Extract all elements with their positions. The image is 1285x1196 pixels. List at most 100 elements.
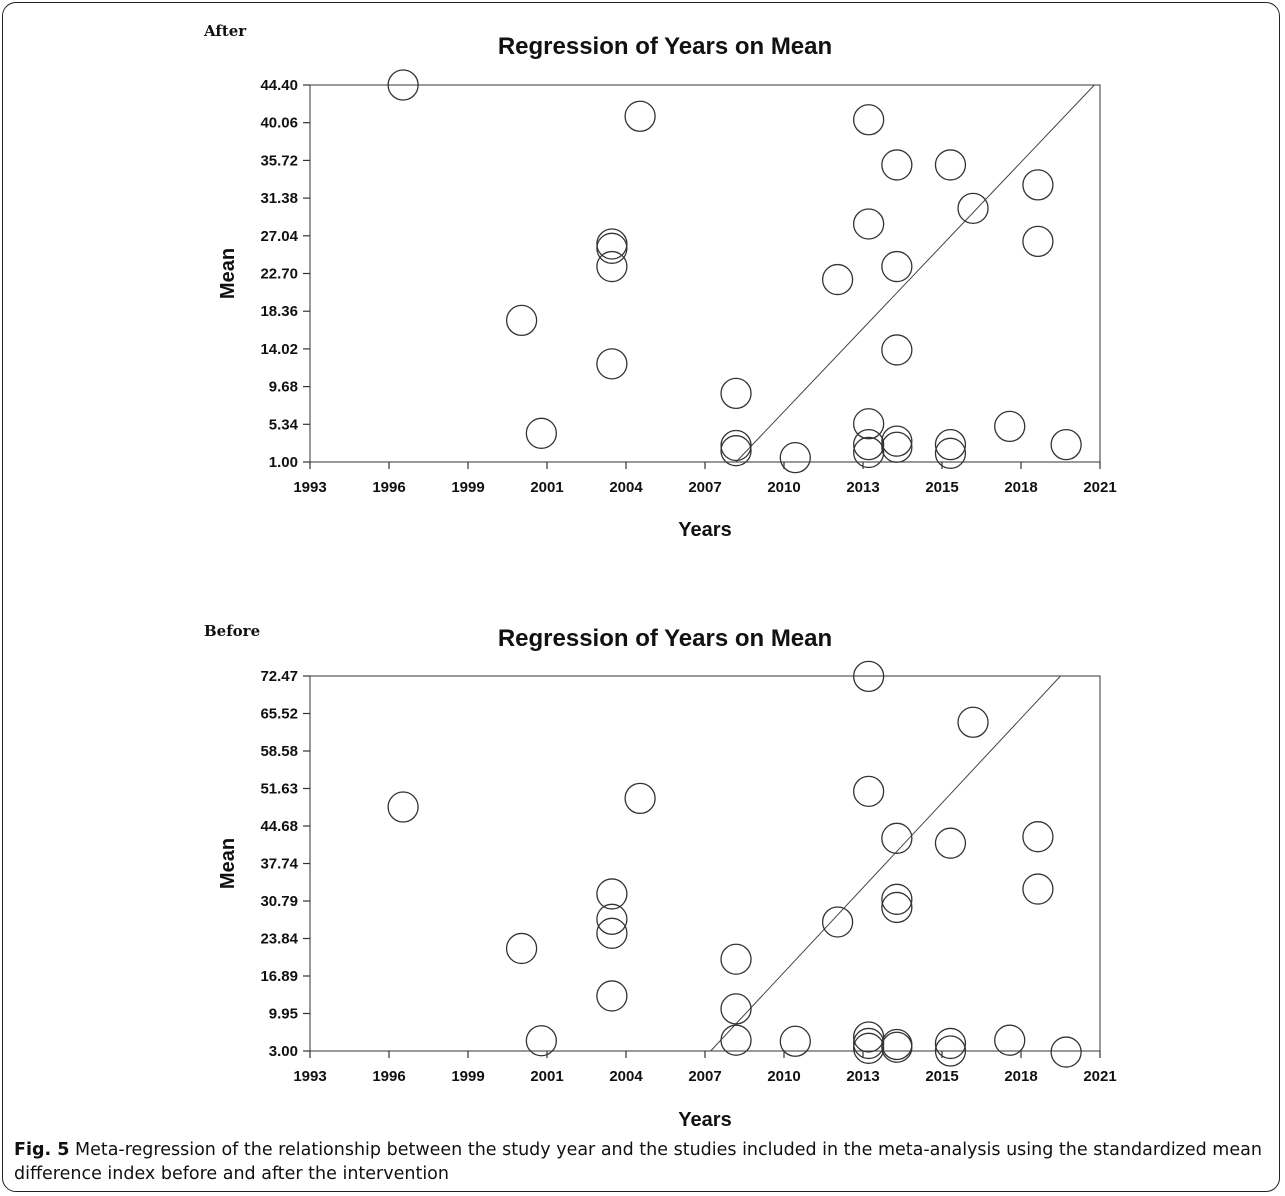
data-point xyxy=(596,250,628,283)
x-tick-label: 1996 xyxy=(372,1068,405,1085)
data-point xyxy=(1022,873,1054,905)
x-tick-label: 2007 xyxy=(688,479,721,496)
data-point xyxy=(720,429,752,462)
data-point xyxy=(596,348,628,380)
data-point xyxy=(624,782,656,815)
data-point xyxy=(525,417,558,449)
data-point xyxy=(852,408,885,440)
data-point xyxy=(994,1024,1026,1056)
y-tick-label: 27.04 xyxy=(260,228,298,245)
x-tick-label: 2021 xyxy=(1083,1068,1116,1085)
data-point xyxy=(852,436,885,469)
data-point xyxy=(934,827,967,859)
x-tick-label: 2001 xyxy=(530,1068,563,1085)
regression-line xyxy=(710,675,1061,1052)
data-point xyxy=(852,660,885,693)
y-tick-label: 16.89 xyxy=(260,968,298,985)
data-point xyxy=(881,891,913,924)
chart-title: Regression of Years on Mean xyxy=(498,625,832,652)
x-tick-label: 2018 xyxy=(1004,1068,1037,1085)
data-point xyxy=(720,993,752,1025)
y-axis-label: Mean xyxy=(217,248,239,299)
y-tick-label: 44.40 xyxy=(260,77,298,94)
x-tick-label: 2001 xyxy=(530,479,563,496)
data-point xyxy=(881,822,913,854)
regression-line xyxy=(735,84,1095,463)
data-point xyxy=(779,1025,811,1057)
x-tick-label: 2004 xyxy=(609,479,643,496)
data-point xyxy=(387,791,419,823)
y-tick-label: 35.72 xyxy=(260,152,298,169)
data-point xyxy=(1050,1036,1082,1068)
y-tick-label: 5.34 xyxy=(269,416,299,433)
data-point xyxy=(881,250,913,283)
caption-label: Fig. 5 xyxy=(14,1140,70,1160)
y-tick-label: 9.68 xyxy=(269,379,298,396)
data-point xyxy=(852,1027,885,1060)
chart-title: Regression of Years on Mean xyxy=(498,33,832,60)
data-point xyxy=(934,149,967,181)
y-tick-label: 1.00 xyxy=(269,454,298,471)
y-tick-label: 30.79 xyxy=(260,893,298,910)
y-tick-label: 72.47 xyxy=(260,668,298,685)
x-tick-label: 1999 xyxy=(451,479,484,496)
data-point xyxy=(957,706,989,738)
data-point xyxy=(934,1027,967,1060)
data-point xyxy=(779,442,811,474)
data-point xyxy=(852,208,885,240)
x-tick-label: 2013 xyxy=(846,1068,879,1085)
data-point xyxy=(821,263,854,296)
x-tick-label: 2004 xyxy=(609,1068,643,1085)
data-point xyxy=(852,1032,885,1064)
data-point xyxy=(525,1025,558,1057)
x-tick-label: 2007 xyxy=(688,1068,721,1085)
data-point xyxy=(934,437,967,469)
caption-text: Meta-regression of the relationship betw… xyxy=(14,1140,1262,1184)
panel-label: After xyxy=(203,22,247,40)
x-tick-label: 1996 xyxy=(372,479,405,496)
data-point xyxy=(596,232,628,264)
data-point xyxy=(881,1031,913,1063)
data-point xyxy=(1022,225,1054,258)
data-point xyxy=(881,149,913,181)
data-point xyxy=(852,775,885,808)
plot-area xyxy=(309,84,1101,463)
y-tick-label: 51.63 xyxy=(260,781,298,798)
x-tick-label: 2010 xyxy=(767,479,800,496)
data-point xyxy=(1022,169,1054,201)
y-tick-label: 40.06 xyxy=(260,115,298,132)
panel-label: Before xyxy=(204,622,260,640)
chart-svg: After Regression of Years on Mean 1.00 5.34… xyxy=(203,22,1117,541)
y-tick-label: 44.68 xyxy=(260,818,298,835)
y-tick-label: 23.84 xyxy=(260,931,298,948)
data-point xyxy=(720,943,752,975)
x-axis-label: Years xyxy=(678,519,731,541)
data-point xyxy=(852,428,885,461)
data-point xyxy=(720,435,752,467)
data-point xyxy=(957,192,989,225)
y-tick-label: 9.95 xyxy=(269,1006,298,1023)
x-tick-label: 1993 xyxy=(293,479,326,496)
data-point xyxy=(720,377,752,410)
x-tick-label: 1993 xyxy=(293,1068,326,1085)
figure-caption: Fig. 5 Meta-regression of the relationsh… xyxy=(14,1138,1264,1186)
data-point xyxy=(881,431,913,463)
y-axis-label: Mean xyxy=(217,838,239,889)
data-point xyxy=(720,1024,752,1056)
data-point xyxy=(881,1028,913,1061)
data-point xyxy=(934,1035,967,1067)
x-tick-label: 2010 xyxy=(767,1068,800,1085)
data-point xyxy=(1050,428,1082,461)
x-tick-label: 2015 xyxy=(925,1068,958,1085)
data-point xyxy=(596,917,628,949)
y-tick-label: 58.58 xyxy=(260,743,298,760)
x-tick-label: 2018 xyxy=(1004,479,1037,496)
y-tick-label: 14.02 xyxy=(260,341,298,358)
data-point xyxy=(505,304,538,337)
y-tick-label: 31.38 xyxy=(260,190,298,207)
chart-before: Before Regression of Years on Mean 3.00 9.9… xyxy=(0,588,1285,1128)
x-axis-label: Years xyxy=(678,1109,731,1128)
data-point xyxy=(934,428,967,461)
x-tick-label: 2013 xyxy=(846,479,879,496)
x-tick-label: 1999 xyxy=(451,1068,484,1085)
